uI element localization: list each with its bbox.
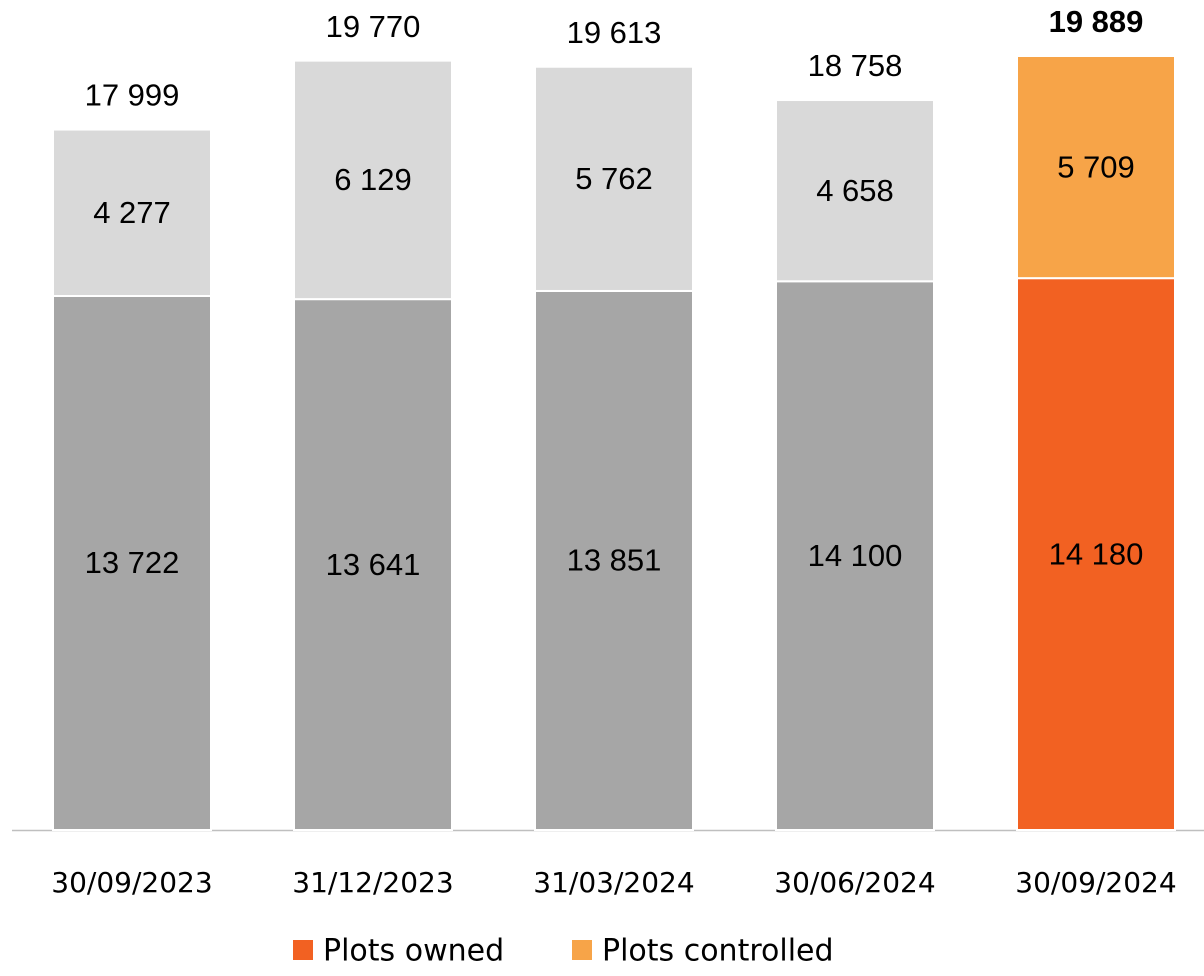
bar-segment <box>1016 55 1176 280</box>
bar-segment <box>52 128 212 297</box>
bar-segment <box>775 99 935 283</box>
legend-swatch <box>572 940 592 960</box>
bar-segment <box>1016 277 1176 832</box>
legend-swatch <box>293 940 313 960</box>
total-label: 17 999 <box>85 78 180 113</box>
legend-label: Plots controlled <box>602 934 834 969</box>
x-tick-label: 31/12/2023 <box>292 866 453 899</box>
value-label: 6 129 <box>334 162 412 197</box>
bar-segment <box>293 59 453 301</box>
value-label: 5 709 <box>1057 149 1135 184</box>
bar-segment <box>775 280 935 832</box>
total-label: 19 770 <box>326 9 421 44</box>
x-tick-label: 30/06/2024 <box>774 866 935 899</box>
bar-segment <box>534 65 694 292</box>
x-tick-label: 30/09/2023 <box>51 866 212 899</box>
total-label: 19 889 <box>1049 4 1144 39</box>
value-label: 4 277 <box>93 195 171 230</box>
value-label: 13 851 <box>567 543 662 578</box>
value-label: 14 100 <box>808 538 903 573</box>
bar-segment <box>52 294 212 831</box>
value-label: 14 180 <box>1049 536 1144 571</box>
value-label: 13 641 <box>326 547 421 582</box>
x-tick-label: 30/09/2024 <box>1015 866 1176 899</box>
value-label: 13 722 <box>85 545 180 580</box>
value-label: 4 658 <box>816 173 894 208</box>
bar-segment <box>534 289 694 831</box>
value-label: 5 762 <box>575 161 653 196</box>
bar-segment <box>293 298 453 831</box>
total-label: 18 758 <box>808 48 903 83</box>
legend-label: Plots owned <box>323 934 504 969</box>
total-label: 19 613 <box>567 15 662 50</box>
x-tick-label: 31/03/2024 <box>533 866 694 899</box>
